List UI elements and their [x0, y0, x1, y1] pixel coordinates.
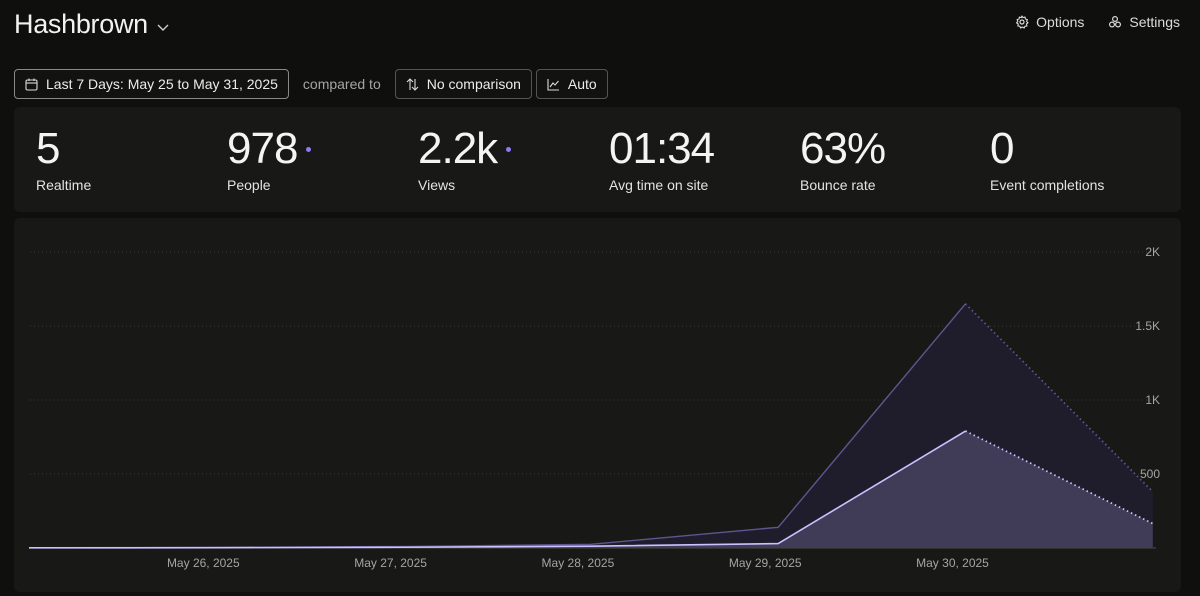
stat-realtime[interactable]: 5 Realtime: [36, 124, 92, 194]
x-tick-label: May 26, 2025: [167, 556, 240, 570]
settings-button[interactable]: Settings: [1108, 14, 1180, 30]
x-tick-label: May 29, 2025: [729, 556, 802, 570]
traffic-chart-svg: 2K 1.5K 1K 500 May 26, 2025 May 27, 2025 May 2…: [28, 245, 1160, 570]
series-marker-dot: [506, 147, 512, 152]
top-bar: Hashbrown Options Settings: [0, 0, 1200, 56]
stat-label: Views: [418, 177, 456, 193]
stat-label: People: [227, 177, 271, 193]
series-line-partial-people: [965, 430, 1154, 525]
stat-value: 5: [36, 124, 61, 173]
x-tick-label: May 27, 2025: [354, 556, 427, 570]
stat-avg-time[interactable]: 01:34 Avg time on site: [609, 124, 715, 194]
stat-bounce-rate[interactable]: 63% Bounce rate: [800, 124, 886, 194]
stat-event-completions[interactable]: 0 Event completions: [990, 124, 1105, 194]
options-button[interactable]: Options: [1015, 14, 1084, 30]
y-tick-label: 1.5K: [1135, 319, 1160, 333]
x-tick-label: May 28, 2025: [542, 556, 615, 570]
stat-value: 2.2k: [418, 124, 498, 173]
comparison-button[interactable]: No comparison: [394, 69, 532, 99]
x-tick-label: May 30, 2025: [916, 556, 989, 570]
stat-value: 63%: [800, 124, 886, 173]
options-label: Options: [1036, 14, 1085, 30]
comparison-label: No comparison: [426, 76, 521, 92]
stat-value: 0: [990, 124, 1015, 173]
stat-value: 01:34: [609, 124, 715, 173]
series-area-people: [29, 431, 1153, 548]
stat-label: Event completions: [990, 177, 1105, 193]
series-line-partial-views: [964, 303, 1154, 493]
y-tick-label: 1K: [1145, 393, 1160, 407]
stat-label: Avg time on site: [609, 177, 709, 193]
stats-panel: 5 Realtime 978 People 2.2k Views 01:34 A…: [14, 107, 1181, 212]
settings-label: Settings: [1129, 14, 1180, 30]
interval-label: Auto: [567, 76, 597, 92]
interval-button[interactable]: Auto: [535, 69, 608, 99]
traffic-chart[interactable]: 2K 1.5K 1K 500 May 26, 2025 May 27, 2025 May 2…: [14, 218, 1181, 592]
compared-to-label: compared to: [302, 76, 381, 92]
site-name: Hashbrown: [14, 9, 148, 39]
line-chart-icon: [547, 78, 559, 91]
stat-label: Realtime: [36, 177, 92, 193]
gear-icon: [1016, 15, 1029, 29]
settings-icon: [1109, 15, 1122, 28]
series-line-people: [28, 430, 966, 549]
stat-views[interactable]: 2.2k Views: [418, 124, 512, 193]
filter-bar: Last 7 Days: May 25 to May 31, 2025 comp…: [14, 69, 608, 99]
y-tick-label: 2K: [1145, 245, 1160, 259]
series-marker-dot: [306, 147, 312, 152]
stat-people[interactable]: 978 People: [227, 124, 312, 193]
date-range-button[interactable]: Last 7 Days: May 25 to May 31, 2025: [14, 69, 289, 99]
calendar-icon: [25, 78, 38, 91]
date-range-label: Last 7 Days: May 25 to May 31, 2025: [46, 76, 278, 92]
site-switcher[interactable]: Hashbrown: [14, 9, 170, 40]
stat-value: 978: [227, 124, 298, 173]
chevron-down-icon: [157, 24, 169, 31]
y-tick-label: 500: [1140, 467, 1160, 481]
stat-label: Bounce rate: [800, 177, 876, 193]
compare-arrows-icon: [406, 77, 419, 91]
